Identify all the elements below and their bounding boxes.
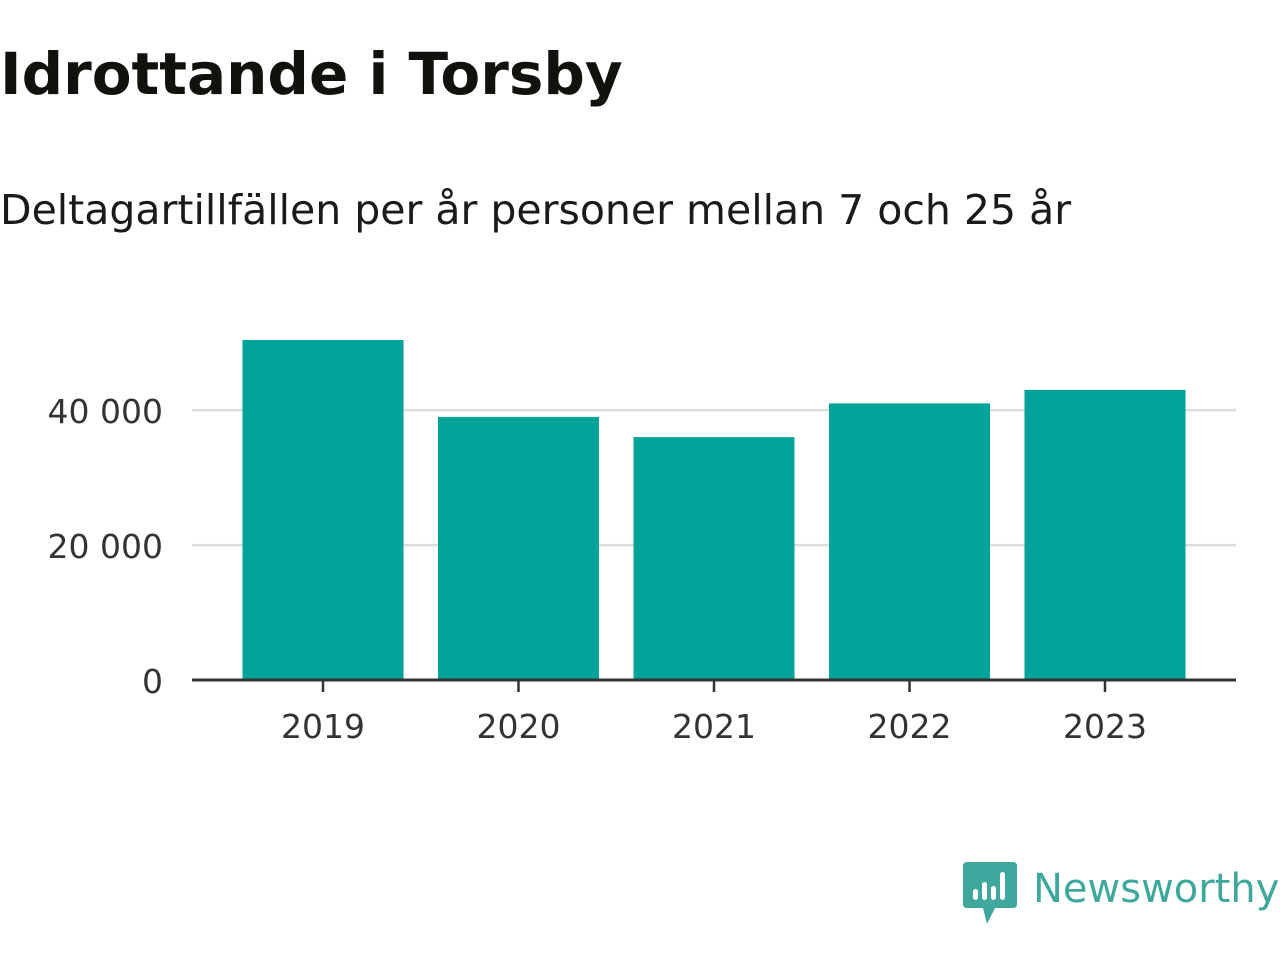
y-tick-label: 0 <box>142 662 163 701</box>
y-tick-label: 20 000 <box>48 527 163 566</box>
x-axis <box>192 678 1236 692</box>
x-tick-label: 2022 <box>868 707 952 746</box>
bar-2019 <box>242 340 404 680</box>
brand-name: Newsworthy <box>1033 866 1280 912</box>
bar-2022 <box>829 403 990 680</box>
x-tick-label: 2021 <box>672 707 756 746</box>
x-tick-label: 2020 <box>477 707 561 746</box>
chart-title: Idrottande i Torsby <box>0 40 623 108</box>
y-tick-label: 40 000 <box>48 392 163 431</box>
brand: Newsworthy <box>963 862 1279 928</box>
x-axis-tick-labels: 2019 2020 2021 2022 2023 <box>281 707 1147 746</box>
bar-2021 <box>633 437 795 680</box>
x-tick-label: 2023 <box>1063 707 1147 746</box>
y-axis-tick-labels: 0 20 000 40 000 <box>48 392 163 701</box>
newsworthy-logo-icon <box>963 862 1017 924</box>
x-tick-label: 2019 <box>281 707 365 746</box>
bar-2020 <box>438 416 599 680</box>
chart-subtitle: Deltagartillfällen per år personer mella… <box>0 186 1072 234</box>
bar-2023 <box>1024 389 1186 680</box>
bars <box>242 340 1186 680</box>
